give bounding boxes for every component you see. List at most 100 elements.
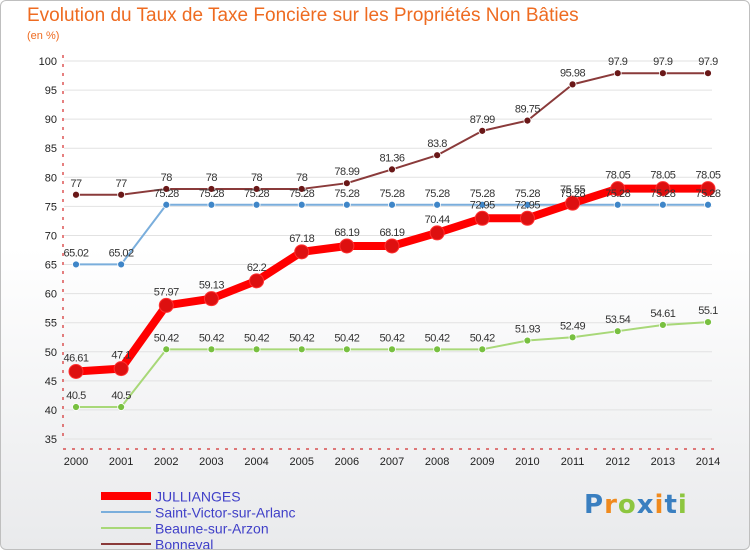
data-label: 81.36 (379, 152, 404, 164)
x-tick-label: 2005 (289, 456, 313, 468)
y-tick-label: 65 (45, 260, 57, 272)
data-point (433, 151, 442, 160)
x-tick-label: 2009 (470, 456, 494, 468)
y-tick-label: 70 (45, 230, 57, 242)
x-tick-label: 2003 (199, 456, 223, 468)
data-point (433, 200, 442, 209)
data-point (162, 200, 171, 209)
data-label: 75.28 (695, 188, 720, 200)
data-point (704, 69, 712, 78)
x-tick-label: 2004 (244, 456, 268, 468)
data-point (203, 291, 219, 307)
data-point (478, 200, 487, 209)
data-label: 46.61 (63, 352, 88, 364)
legend-swatch (101, 527, 151, 530)
data-point (523, 116, 532, 125)
data-label: 78.05 (605, 170, 630, 182)
data-point (568, 333, 577, 342)
data-point (252, 345, 261, 354)
chart-title: Evolution du Taux de Taxe Foncière sur l… (27, 5, 579, 26)
y-tick-label: 60 (45, 289, 57, 301)
chart-legend: JULLIANGES Saint-Victor-sur-Arlanc Beaune-… (101, 488, 296, 550)
data-label: 75.28 (334, 188, 359, 200)
data-label: 50.42 (334, 332, 359, 344)
x-tick-label: 2010 (515, 456, 539, 468)
data-label: 78 (296, 172, 308, 184)
data-point (658, 321, 667, 329)
data-label: 75.28 (470, 188, 495, 200)
data-label: 47.1 (111, 350, 131, 362)
data-point (474, 210, 490, 226)
data-point (162, 185, 171, 193)
data-label: 75.28 (244, 188, 269, 200)
legend-item: Beaune-sur-Arzon (101, 520, 296, 536)
data-label: 54.61 (650, 308, 675, 320)
data-label: 75.28 (560, 188, 585, 200)
legend-swatch (101, 511, 151, 514)
y-tick-label: 95 (45, 85, 57, 97)
x-tick-label: 2014 (696, 456, 720, 468)
data-label: 55.1 (698, 305, 718, 317)
logo-letter: P (584, 490, 605, 520)
data-label: 75.55 (560, 184, 585, 196)
legend-item: JULLIANGES (101, 488, 296, 504)
data-label: 51.93 (515, 324, 540, 336)
y-tick-label: 100 (39, 56, 57, 68)
legend-label: Saint-Victor-sur-Arlanc (155, 504, 296, 521)
data-label: 53.54 (605, 314, 630, 326)
data-label: 50.42 (154, 332, 179, 344)
x-tick-label: 2008 (425, 456, 449, 468)
data-label: 50.42 (470, 332, 495, 344)
data-point (388, 200, 396, 209)
data-label: 75.28 (289, 188, 314, 200)
data-label: 68.19 (379, 227, 404, 239)
data-label: 40.5 (111, 390, 131, 402)
data-label: 87.99 (470, 114, 495, 126)
data-point (72, 190, 80, 199)
data-point (523, 336, 532, 345)
logo-letter: i (677, 490, 688, 520)
logo-letter: i (654, 490, 665, 520)
legend-label: Bonneval (155, 536, 214, 550)
data-label: 50.42 (199, 332, 224, 344)
data-point (704, 200, 712, 209)
data-point (162, 345, 171, 354)
data-point (117, 403, 126, 411)
data-point (297, 345, 306, 354)
logo-letter: o (617, 490, 637, 520)
data-label: 50.42 (379, 332, 404, 344)
y-tick-label: 80 (45, 172, 57, 184)
y-tick-label: 55 (45, 318, 57, 330)
data-point (294, 244, 310, 260)
legend-swatch (101, 543, 151, 546)
unit-label: (en %) (27, 30, 60, 42)
data-point (388, 165, 396, 174)
data-label: 78.99 (334, 166, 359, 178)
data-point (613, 327, 622, 336)
data-point (297, 200, 306, 209)
data-point (384, 238, 400, 254)
data-label: 95.98 (560, 67, 585, 79)
data-label: 75.28 (650, 188, 675, 200)
data-label: 77 (116, 178, 128, 190)
data-point (478, 126, 487, 135)
data-label: 72.95 (515, 199, 540, 211)
data-label: 62.2 (247, 262, 267, 274)
data-point (249, 273, 265, 289)
x-tick-label: 2006 (335, 456, 359, 468)
proxiti-logo: Proxiti (584, 490, 688, 520)
data-label: 75.28 (154, 188, 179, 200)
data-point (207, 200, 216, 209)
y-tick-label: 90 (45, 114, 57, 126)
data-point (700, 181, 716, 197)
data-label: 97.9 (653, 56, 673, 68)
data-point (704, 318, 712, 327)
data-point (117, 260, 126, 269)
data-label: 57.97 (154, 286, 179, 298)
data-point (113, 361, 129, 377)
data-point (342, 345, 351, 354)
legend-label: JULLIANGES (155, 488, 241, 505)
data-point (565, 195, 581, 211)
x-tick-label: 2011 (561, 456, 585, 468)
